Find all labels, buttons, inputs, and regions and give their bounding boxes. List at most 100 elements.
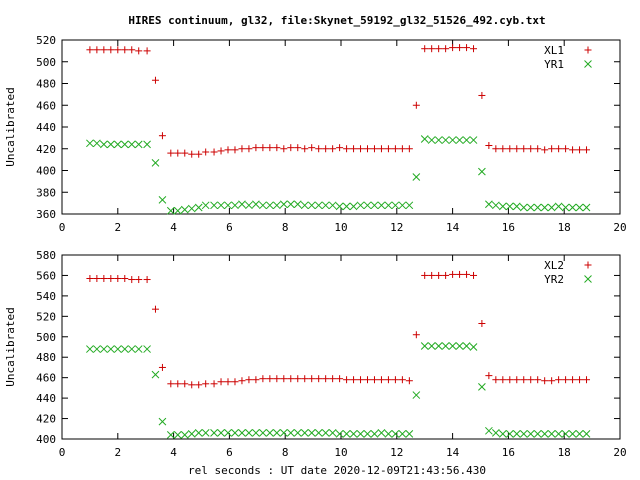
x-tick-label: 0: [59, 446, 66, 459]
data-point-yr1: [158, 196, 167, 204]
x-tick-label: 2: [114, 446, 121, 459]
data-point-xl2: [121, 275, 129, 283]
data-point-xl2: [202, 380, 210, 388]
data-point-xl1: [210, 148, 218, 156]
data-point-xl1: [195, 150, 203, 158]
data-point-xl2: [107, 275, 115, 283]
data-point-xl1: [259, 144, 267, 152]
data-point-yr1: [201, 201, 210, 210]
data-point-yr2: [120, 345, 129, 353]
data-point-yr1: [86, 139, 94, 148]
data-point-yr1: [462, 136, 471, 144]
x-tick-label: 8: [282, 446, 289, 459]
data-point-yr1: [113, 140, 122, 149]
data-point-yr2: [391, 430, 400, 438]
data-point-yr2: [238, 429, 246, 437]
data-point-yr1: [293, 200, 302, 209]
data-point-xl2: [527, 376, 535, 384]
data-point-xl1: [143, 47, 151, 55]
data-point-xl2: [245, 376, 253, 384]
data-point-yr2: [434, 342, 443, 350]
data-point-xl1: [181, 149, 189, 157]
y-tick-label: 420: [36, 413, 56, 426]
y-tick-label: 500: [36, 331, 56, 344]
data-point-xl1: [435, 45, 443, 53]
data-point-xl1: [470, 45, 478, 53]
data-point-xl1: [421, 45, 429, 53]
data-point-xl2: [294, 375, 302, 383]
data-point-xl1: [541, 146, 549, 154]
data-point-yr2: [187, 430, 196, 438]
legend-marker-yr1: [584, 60, 592, 68]
data-point-xl1: [308, 144, 316, 152]
data-point-xl2: [377, 376, 385, 384]
data-point-yr2: [328, 429, 337, 437]
data-point-xl1: [343, 145, 351, 153]
data-point-yr1: [448, 136, 457, 144]
data-point-xl2: [384, 376, 392, 384]
data-point-yr1: [412, 173, 421, 181]
data-point-xl1: [583, 146, 591, 154]
data-point-yr2: [113, 345, 122, 353]
data-point-xl2: [435, 271, 443, 279]
data-point-xl1: [121, 46, 129, 54]
data-point-yr1: [455, 136, 464, 144]
data-point-yr1: [349, 202, 358, 211]
data-point-yr2: [469, 343, 478, 351]
data-point-xl2: [301, 375, 309, 383]
data-point-yr2: [356, 430, 365, 438]
data-point-xl2: [158, 363, 166, 371]
data-point-xl2: [391, 376, 399, 384]
data-point-xl1: [555, 145, 563, 153]
data-point-xl1: [231, 146, 239, 154]
x-tick-label: 16: [502, 446, 515, 459]
data-point-yr1: [420, 135, 429, 143]
data-point-yr1: [266, 201, 274, 210]
data-point-yr2: [349, 430, 358, 438]
data-point-xl1: [336, 144, 344, 152]
data-point-yr1: [384, 201, 393, 210]
data-point-yr1: [533, 203, 542, 212]
data-point-xl2: [266, 375, 274, 383]
data-point-yr1: [151, 159, 160, 167]
data-point-yr1: [356, 201, 365, 210]
data-point-yr2: [478, 383, 486, 391]
data-point-yr2: [99, 345, 108, 353]
data-point-yr2: [143, 345, 151, 353]
data-point-yr1: [300, 201, 309, 210]
data-point-xl1: [449, 44, 457, 52]
data-point-yr2: [427, 342, 436, 350]
data-point-xl1: [513, 145, 521, 153]
x-tick-label: 10: [334, 446, 347, 459]
data-point-yr2: [405, 430, 414, 438]
data-point-yr2: [106, 345, 115, 353]
data-point-yr2: [134, 345, 143, 353]
data-point-yr2: [370, 430, 379, 438]
data-point-xl1: [506, 145, 514, 153]
data-point-xl1: [520, 145, 528, 153]
data-point-yr1: [279, 200, 288, 209]
y-tick-label: 440: [36, 392, 56, 405]
data-point-xl2: [167, 380, 175, 388]
legend-marker-yr2: [584, 275, 592, 283]
data-point-yr1: [252, 200, 260, 209]
data-point-yr1: [575, 203, 584, 212]
data-point-xl2: [280, 375, 288, 383]
data-point-yr1: [224, 201, 232, 210]
data-point-yr1: [398, 201, 407, 210]
data-point-yr2: [180, 431, 189, 439]
data-point-xl1: [391, 145, 399, 153]
data-point-xl1: [562, 145, 570, 153]
data-point-yr1: [187, 204, 196, 213]
data-point-yr2: [363, 430, 372, 438]
data-point-xl1: [217, 147, 225, 155]
data-point-xl2: [541, 377, 549, 385]
data-point-yr1: [582, 203, 591, 212]
data-point-xl2: [143, 276, 151, 284]
data-point-xl2: [217, 378, 225, 386]
data-point-xl1: [405, 145, 413, 153]
data-point-xl1: [294, 144, 302, 152]
x-tick-label: 2: [114, 221, 121, 234]
y-tick-label: 480: [36, 351, 56, 364]
data-point-xl2: [224, 378, 232, 386]
